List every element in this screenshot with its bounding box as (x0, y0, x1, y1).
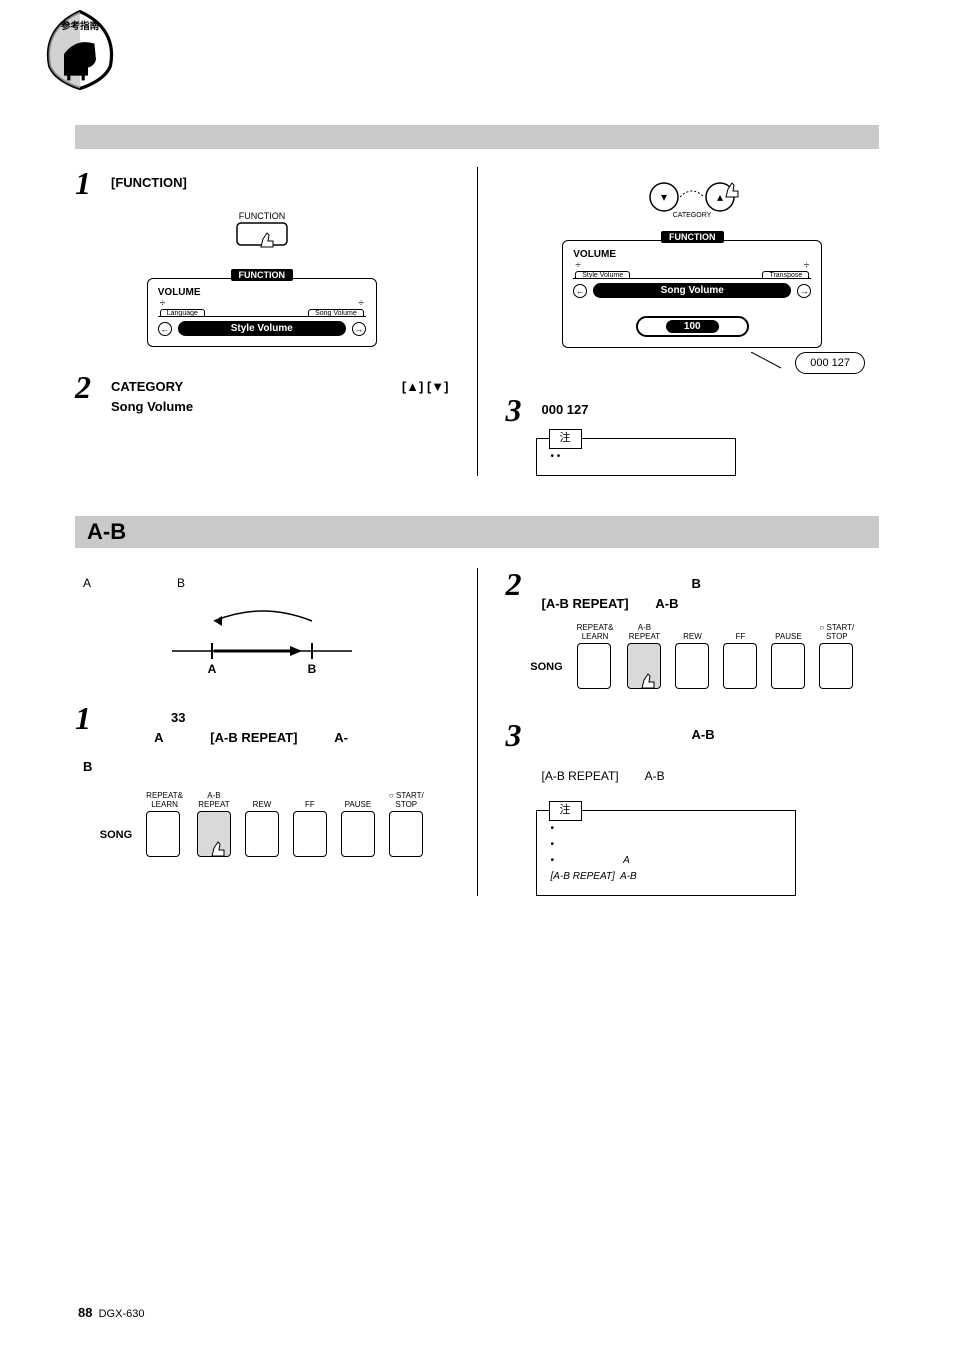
step-number-3b: 3 (506, 719, 528, 751)
step-number-3: 3 (506, 394, 528, 426)
step-number-2b: 2 (506, 568, 528, 600)
svg-text:CATEGORY: CATEGORY (673, 212, 712, 219)
svg-text:▴: ▴ (717, 190, 723, 204)
ab-step1-line3: B (75, 751, 449, 777)
page-footer: 88 DGX-630 (78, 1305, 144, 1320)
ab-step1-text: 33 A [A-B REPEAT] A- (111, 702, 348, 747)
ab-step2-text: B [A-B REPEAT] A-B (542, 568, 701, 613)
step3-text: 000 127 (542, 394, 589, 420)
svg-text:A: A (207, 662, 216, 676)
category-buttons-illustration: CATEGORY ▾ ▴ (506, 167, 880, 232)
function-button-illustration: FUNCTION (75, 209, 449, 270)
lcd-function-2: FUNCTION VOLUME ÷ ÷ Style Volume Transpo… (562, 240, 822, 348)
step1-text: [FUNCTION] (111, 167, 187, 193)
range-callout: 000 127 (506, 352, 866, 374)
note-box-1: 注 • (536, 438, 736, 476)
step-number-1b: 1 (75, 702, 97, 734)
svg-text:FUNCTION: FUNCTION (239, 211, 286, 221)
step-number-2: 2 (75, 371, 97, 403)
svg-text:▾: ▾ (661, 190, 667, 204)
section-divider-bar (75, 125, 879, 149)
song-buttons-row-2: SONG REPEAT& LEARN A-B REPEAT REW FF PAU… (506, 623, 880, 689)
ab-step3-line2: [A-B REPEAT] A-B (506, 761, 880, 786)
section-heading-ab: A-B (75, 516, 879, 548)
svg-text:参考指南: 参考指南 (61, 20, 100, 32)
ab-step3-text: A-B (542, 719, 715, 745)
svg-text:B: B (307, 662, 316, 676)
step2-text: CATEGORY Song Volume [▲] [▼] (111, 371, 449, 416)
reference-guide-logo: 参考指南 (40, 10, 120, 90)
ab-intro-text: A B (75, 568, 449, 593)
step-number-1: 1 (75, 167, 97, 199)
lcd-function-1: FUNCTION VOLUME ÷ ÷ Language Song Volume… (147, 278, 377, 347)
ab-repeat-diagram: A B (75, 607, 449, 682)
note-box-2: 注 A [A-B REPEAT] A-B (536, 810, 796, 896)
song-buttons-row-1: SONG REPEAT& LEARN A-B REPEAT REW FF PAU… (75, 791, 449, 857)
